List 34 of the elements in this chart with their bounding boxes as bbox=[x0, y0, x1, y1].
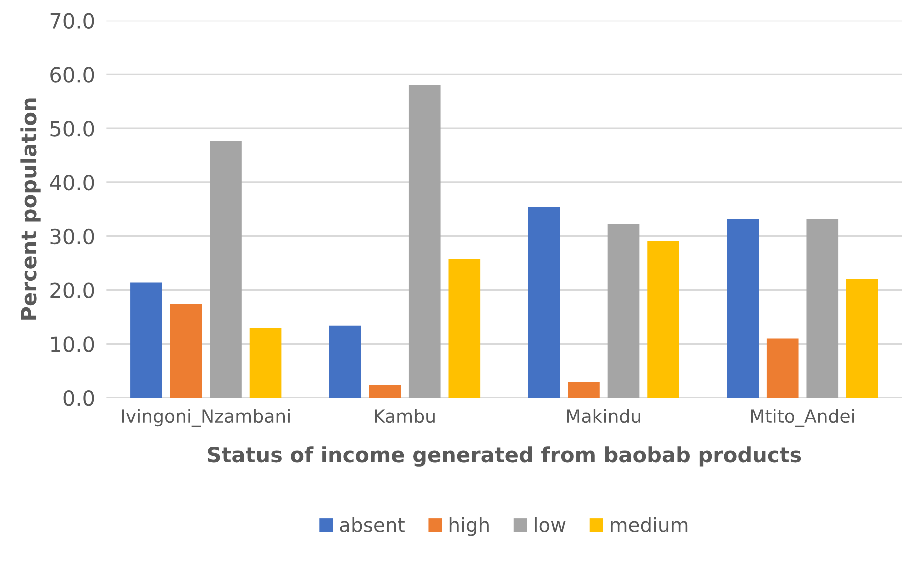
bar bbox=[250, 328, 282, 398]
bar bbox=[766, 338, 799, 398]
y-tick-label: 0.0 bbox=[64, 390, 94, 406]
bar bbox=[806, 219, 839, 398]
bar bbox=[648, 241, 680, 398]
bar bbox=[727, 219, 759, 398]
bar bbox=[528, 207, 560, 398]
y-tick-label: 70.0 bbox=[50, 13, 94, 30]
bar bbox=[608, 224, 640, 398]
y-tick-label: 10.0 bbox=[51, 336, 94, 352]
y-tick-label: 20.0 bbox=[50, 282, 94, 298]
bar bbox=[170, 304, 202, 398]
y-tick-label: 30.0 bbox=[50, 228, 94, 245]
bar bbox=[130, 282, 162, 398]
bar bbox=[846, 279, 878, 398]
y-axis-title: Percent population bbox=[20, 98, 41, 320]
bar bbox=[210, 142, 242, 398]
x-axis-title: Status of income generated from baobab products bbox=[208, 446, 802, 467]
x-tick-label: Ivingoni_Nzambani bbox=[122, 409, 290, 428]
legend-label: high bbox=[450, 517, 489, 536]
legend-label: medium bbox=[611, 517, 688, 532]
bar bbox=[448, 260, 481, 398]
y-tick-label: 50.0 bbox=[50, 121, 94, 137]
bar bbox=[568, 382, 600, 398]
legend-label: low bbox=[535, 517, 566, 532]
y-tick-label: 60.0 bbox=[50, 67, 94, 83]
x-tick-label: Mtito_Andei bbox=[751, 409, 854, 428]
x-tick-label: Kambu bbox=[375, 409, 435, 424]
bar bbox=[329, 326, 362, 398]
bar bbox=[369, 385, 402, 398]
y-tick-label: 40.0 bbox=[50, 174, 94, 191]
bar bbox=[408, 85, 441, 398]
legend-label: absent bbox=[340, 517, 405, 532]
x-tick-label: Makindu bbox=[567, 409, 640, 424]
